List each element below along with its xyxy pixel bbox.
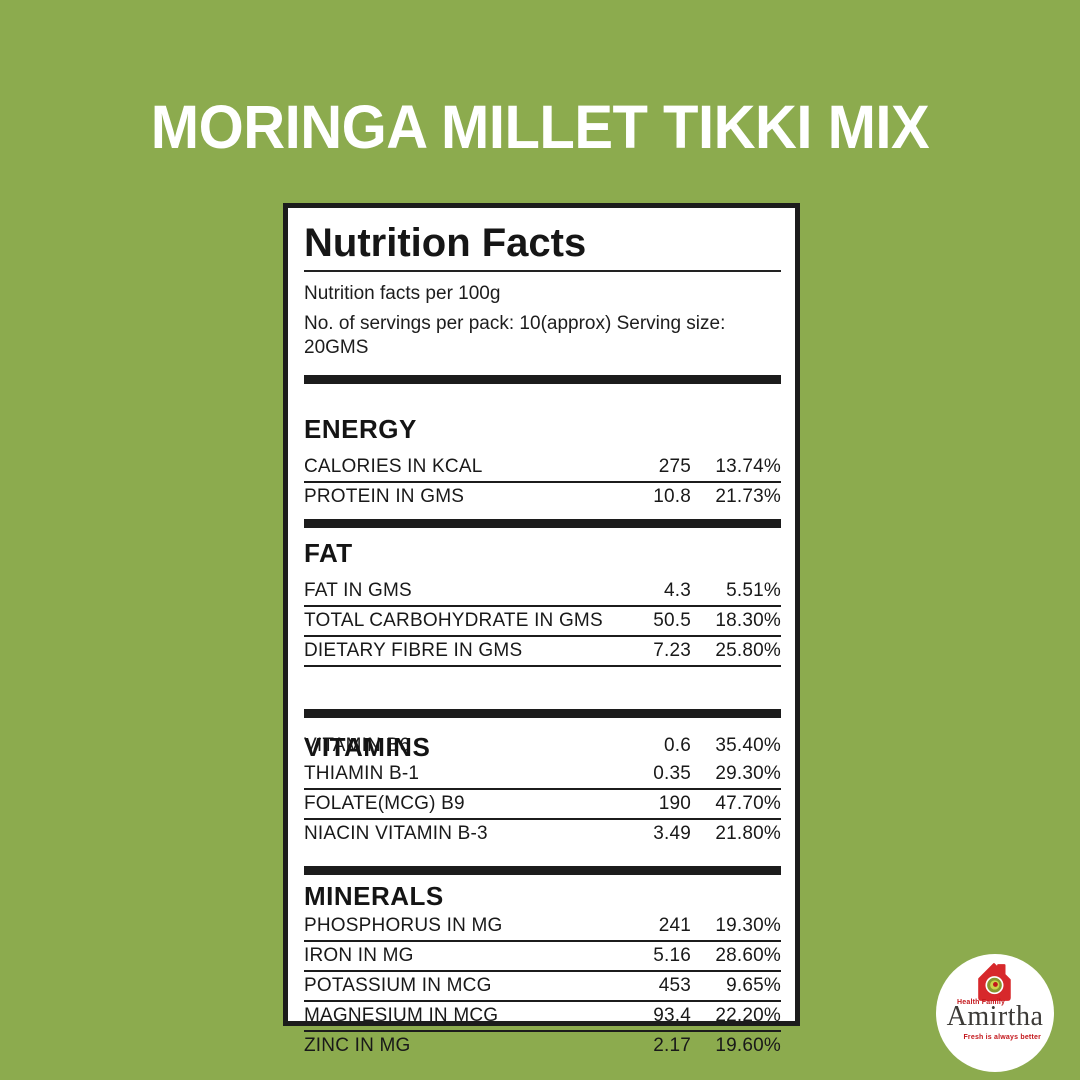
nutrient-value: 7.23	[653, 640, 691, 662]
nutrient-label: PHOSPHORUS IN MG	[304, 915, 503, 937]
nutrient-percent: 19.60%	[715, 1035, 781, 1057]
nutrient-percent: 25.80%	[715, 640, 781, 662]
nutrient-label: IRON IN MG	[304, 945, 414, 967]
amirtha-house-icon	[978, 963, 1011, 1001]
nutrient-label: MAGNESIUM IN MCG	[304, 1005, 499, 1027]
section-energy: ENERGY CALORIES IN KCAL 275 13.74% PROTEIN I…	[304, 375, 781, 511]
nutrient-row: NIACIN VITAMIN B-3 3.49 21.80%	[304, 820, 781, 848]
nutrient-percent: 47.70%	[715, 793, 781, 815]
nutrient-row: ZINC IN MG 2.17 19.60%	[304, 1032, 781, 1060]
nutrient-label: POTASSIUM IN MCG	[304, 975, 492, 997]
nutrition-facts-heading: Nutrition Facts	[304, 221, 587, 265]
nutrient-value: 10.8	[653, 486, 691, 508]
section-heading: VITAMINS	[304, 732, 431, 763]
nutrient-row: DIETARY FIBRE IN GMS 7.23 25.80%	[304, 637, 781, 668]
nutrient-label: TOTAL CARBOHYDRATE IN GMS	[304, 610, 603, 632]
section-heading: MINERALS	[304, 881, 444, 912]
nutrient-label: ZINC IN MG	[304, 1035, 411, 1057]
nutrition-sections: ENERGY CALORIES IN KCAL 275 13.74% PROTEIN I…	[304, 375, 781, 1060]
nutrient-row: POTASSIUM IN MCG 453 9.65%	[304, 972, 781, 1003]
heading-rule	[304, 270, 781, 272]
servings-line: No. of servings per pack: 10(approx) Ser…	[304, 312, 726, 358]
logo-brand-name: Amirtha	[946, 1001, 1044, 1032]
section-heading: ENERGY	[304, 414, 417, 445]
nutrient-label: VITAMIN B6	[304, 735, 411, 757]
nutrient-value: 93.4	[653, 1005, 691, 1027]
nutrient-row: FOLATE(MCG) B9 190 47.70%	[304, 790, 781, 821]
nutrient-label: FOLATE(MCG) B9	[304, 793, 465, 815]
nutrient-percent: 13.74%	[715, 456, 781, 478]
nutrient-value: 3.49	[653, 823, 691, 845]
nutrient-percent: 19.30%	[715, 915, 781, 937]
section-divider-bar	[304, 519, 781, 529]
section-fat: FAT FAT IN GMS 4.3 5.51% TOTAL CARBOHYDRATE …	[304, 519, 781, 668]
amirtha-logo: Health Family Amirtha Fresh is always be…	[936, 954, 1054, 1072]
nutrient-row: IRON IN MG 5.16 28.60%	[304, 942, 781, 973]
nutrient-label: PROTEIN IN GMS	[304, 486, 465, 508]
nutrient-value: 275	[658, 456, 691, 478]
nutrient-value: 50.5	[653, 610, 691, 632]
nutrient-percent: 35.40%	[715, 735, 781, 757]
nutrient-value: 0.6	[663, 735, 691, 757]
nutrient-percent: 18.30%	[715, 610, 781, 632]
nutrient-value: 0.35	[653, 763, 691, 785]
nutrient-label: DIETARY FIBRE IN GMS	[304, 640, 523, 662]
nutrient-percent: 9.65%	[726, 975, 781, 997]
section-vitamins: VITAMINS VITAMIN B6 0.6 35.40% THIAMIN B-1 0.…	[304, 709, 781, 848]
nutrient-label: FAT IN GMS	[304, 580, 412, 602]
nutrient-value: 5.16	[653, 945, 691, 967]
nutrient-label: NIACIN VITAMIN B-3	[304, 823, 488, 845]
nutrient-value: 241	[658, 915, 691, 937]
nutrient-row: TOTAL CARBOHYDRATE IN GMS 50.5 18.30%	[304, 607, 781, 638]
nutrient-row: PROTEIN IN GMS 10.8 21.73%	[304, 483, 781, 511]
nutrient-label: CALORIES IN KCAL	[304, 456, 483, 478]
nutrition-facts-card: Nutrition Facts Nutrition facts per 100g…	[283, 203, 800, 1056]
nutrient-row: CALORIES IN KCAL 275 13.74%	[304, 453, 781, 484]
nutrient-row: VITAMINS VITAMIN B6 0.6 35.40%	[304, 732, 781, 760]
nutrient-percent: 22.20%	[715, 1005, 781, 1027]
section-divider-bar	[304, 866, 781, 876]
nutrient-row: THIAMIN B-1 0.35 29.30%	[304, 760, 781, 791]
nutrient-value: 4.3	[663, 580, 691, 602]
section-divider-bar	[304, 375, 781, 385]
nutrient-row: FAT IN GMS 4.3 5.51%	[304, 577, 781, 608]
section-heading: FAT	[304, 538, 353, 569]
nutrient-value: 453	[658, 975, 691, 997]
nutrient-percent: 28.60%	[715, 945, 781, 967]
nutrient-row: PHOSPHORUS IN MG 241 19.30%	[304, 912, 781, 943]
nutrient-label: THIAMIN B-1	[304, 763, 420, 785]
nutrient-percent: 5.51%	[726, 580, 781, 602]
page-title: MORINGA MILLET TIKKI MIX	[150, 93, 930, 162]
nutrient-value: 190	[658, 793, 691, 815]
nutrient-value: 2.17	[653, 1035, 691, 1057]
section-minerals: MINERALS PHOSPHORUS IN MG 241 19.30% IRON IN…	[304, 866, 781, 1060]
nutrient-percent: 29.30%	[715, 763, 781, 785]
nutrient-percent: 21.80%	[715, 823, 781, 845]
per-100g-line: Nutrition facts per 100g	[304, 283, 501, 304]
logo-top-text: Health Family	[957, 999, 1006, 1006]
nutrient-percent: 21.73%	[715, 486, 781, 508]
logo-tagline: Fresh is always better	[963, 1034, 1041, 1041]
section-divider-bar	[304, 709, 781, 719]
nutrient-row: MAGNESIUM IN MCG 93.4 22.20%	[304, 1002, 781, 1033]
